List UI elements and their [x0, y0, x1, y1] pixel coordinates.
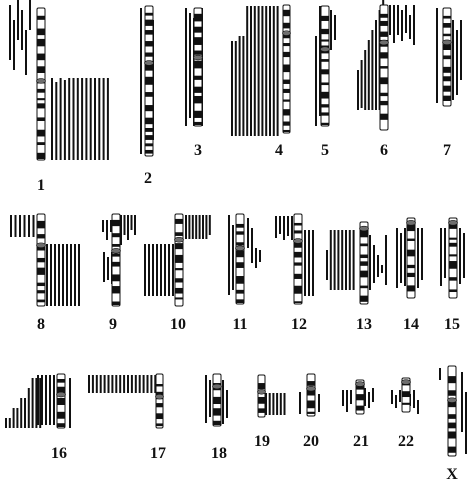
chromosome-7: [442, 7, 452, 107]
chromosome-16: [56, 373, 66, 429]
mapping-lines-17a: [88, 375, 157, 393]
chromosomes-layer: [36, 4, 458, 457]
chromosome-label-5: 5: [321, 142, 329, 159]
chromosome-11: [235, 213, 245, 305]
mapping-lines-18a: [205, 375, 211, 423]
chromosome-10: [174, 213, 184, 307]
mapping-lines-22b: [409, 390, 419, 414]
chromosome-6: [379, 4, 389, 131]
mapping-lines-16b: [37, 375, 59, 425]
chromosome-19: [257, 374, 266, 418]
chromosome-label-10: 10: [170, 316, 186, 333]
chromosome-21: [355, 379, 365, 415]
chromosome-label-7: 7: [443, 142, 451, 159]
chromosome-label-13: 13: [356, 316, 372, 333]
chromosome-label-21: 21: [353, 433, 369, 450]
mapping-lines-11a: [228, 215, 234, 295]
chromosome-8: [36, 213, 46, 307]
mapping-lines-layer: [5, 0, 467, 454]
mapping-lines-Xb: [461, 372, 467, 454]
mapping-lines-10a: [144, 244, 174, 296]
chromosome-label-11: 11: [232, 316, 247, 333]
chromosome-5: [320, 5, 330, 127]
mapping-lines-7b: [452, 20, 462, 100]
chromosome-17: [155, 373, 164, 429]
mapping-lines-15a: [440, 228, 446, 286]
chromosome-1: [36, 7, 46, 161]
mapping-lines-10b: [185, 215, 211, 239]
mapping-lines-8a: [10, 215, 35, 237]
mapping-lines-4: [231, 6, 279, 136]
chromosome-label-14: 14: [403, 316, 419, 333]
mapping-lines-21b: [364, 388, 374, 408]
chromosome-label-17: 17: [150, 445, 166, 462]
mapping-lines-14a: [396, 228, 406, 288]
chromosome-labels-layer: 1 2 3 4 5 6 7 8 9 10 11 12 13 14 15 16 1…: [37, 142, 460, 483]
chromosome-22: [401, 377, 411, 413]
mapping-lines-15b: [459, 228, 465, 284]
mapping-lines-9a: [102, 220, 112, 240]
mapping-lines-6b: [389, 5, 415, 45]
mapping-lines-21a: [342, 390, 352, 412]
mapping-lines-5b: [330, 10, 336, 50]
mapping-lines-18b: [222, 380, 228, 424]
chromosome-label-3: 3: [194, 142, 202, 159]
chromosome-9: [111, 213, 121, 307]
chromosome-label-4: 4: [275, 142, 283, 159]
chromosome-label-22: 22: [398, 433, 414, 450]
chromosome-X: [447, 365, 457, 457]
mapping-lines-12a: [275, 216, 293, 240]
chromosome-label-x: X: [446, 466, 458, 483]
mapping-lines-1b: [51, 78, 109, 160]
chromosome-label-20: 20: [303, 433, 319, 450]
chromosome-label-16: 16: [51, 445, 67, 462]
mapping-lines-16a: [5, 378, 42, 428]
chromosome-label-6: 6: [380, 142, 388, 159]
chromosome-18: [212, 373, 222, 427]
chromosome-label-18: 18: [211, 445, 227, 462]
mapping-lines-9c: [120, 215, 136, 245]
chromosome-12: [293, 213, 303, 305]
mapping-lines-12b: [304, 230, 314, 296]
chromosome-label-8: 8: [37, 316, 45, 333]
chromosome-label-1: 1: [37, 177, 45, 194]
chromosome-13: [359, 221, 369, 305]
chromosome-4: [282, 4, 291, 134]
mapping-lines-1a: [9, 0, 31, 75]
chromosome-label-19: 19: [254, 433, 270, 450]
mapping-lines-13b: [369, 235, 387, 290]
chromosome-label-2: 2: [144, 170, 152, 187]
mapping-lines-19: [265, 393, 286, 415]
chromosome-14: [406, 217, 416, 299]
chromosome-label-15: 15: [444, 316, 460, 333]
chromosome-20: [306, 373, 316, 417]
chromosome-15: [448, 217, 458, 299]
mapping-lines-8b: [46, 244, 80, 306]
chromosome-label-12: 12: [291, 316, 307, 333]
chromosome-2: [144, 5, 154, 157]
mapping-lines-13a: [326, 230, 355, 290]
chromosome-label-9: 9: [109, 316, 117, 333]
chromosome-3: [193, 7, 203, 127]
mapping-lines-14b: [417, 228, 423, 288]
mapping-lines-9b: [103, 252, 113, 284]
mapping-lines-22a: [391, 390, 401, 408]
mapping-lines-11b: [247, 218, 257, 268]
